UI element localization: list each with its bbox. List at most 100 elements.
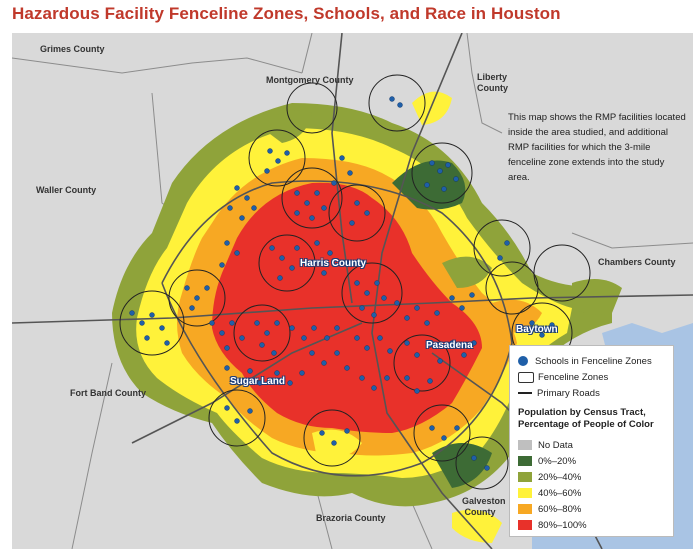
map-title: Hazardous Facility Fenceline Zones, Scho…	[12, 4, 561, 23]
school-dot	[284, 150, 290, 156]
school-dot	[304, 200, 310, 206]
school-dot	[441, 435, 447, 441]
school-dot	[309, 350, 315, 356]
school-dot	[404, 315, 410, 321]
school-dot	[441, 186, 447, 192]
county-label-fortbend: Fort Band County	[70, 388, 146, 398]
school-dot	[314, 240, 320, 246]
school-dot	[321, 270, 327, 276]
school-dot	[414, 305, 420, 311]
legend-roads: Primary Roads	[518, 387, 600, 399]
legend-class-3: 40%–60%	[518, 487, 581, 499]
county-label-montgomery: Montgomery County	[266, 75, 354, 85]
school-dot	[144, 335, 150, 341]
school-dot	[219, 262, 225, 268]
school-dot	[129, 310, 135, 316]
school-dot	[149, 312, 155, 318]
swatch-icon	[518, 456, 532, 466]
county-label-galveston: Galveston County	[462, 496, 506, 517]
school-dot	[404, 375, 410, 381]
school-dot	[331, 180, 337, 186]
school-dot	[347, 170, 353, 176]
school-dot	[471, 455, 477, 461]
school-dot	[247, 408, 253, 414]
school-dot	[219, 330, 225, 336]
school-dot	[504, 240, 510, 246]
school-dot	[209, 320, 215, 326]
school-dot	[427, 378, 433, 384]
school-dot	[264, 168, 270, 174]
school-dot	[364, 210, 370, 216]
school-dot	[471, 340, 477, 346]
school-dot	[359, 375, 365, 381]
school-dot	[459, 305, 465, 311]
school-dot	[384, 375, 390, 381]
school-dot	[484, 465, 490, 471]
school-dot	[377, 335, 383, 341]
school-dot	[549, 322, 555, 328]
school-dot	[301, 335, 307, 341]
legend-zones-label: Fenceline Zones	[538, 371, 609, 383]
school-dot	[324, 335, 330, 341]
legend-roads-label: Primary Roads	[537, 387, 600, 399]
school-dot	[247, 368, 253, 374]
school-dot	[364, 290, 370, 296]
school-dot	[354, 280, 360, 286]
swatch-icon	[518, 472, 532, 482]
legend-class-label: No Data	[538, 439, 573, 451]
school-dot	[327, 250, 333, 256]
fenceline-zone-icon	[518, 371, 534, 383]
school-dot	[294, 210, 300, 216]
school-dot	[164, 340, 170, 346]
school-dot	[224, 240, 230, 246]
city-label-pasadena: Pasadena	[426, 340, 473, 351]
school-dot	[387, 348, 393, 354]
school-dot	[497, 255, 503, 261]
school-dot	[321, 360, 327, 366]
legend-schools: Schools in Fenceline Zones	[518, 355, 652, 367]
school-dot	[139, 320, 145, 326]
school-dot	[529, 320, 535, 326]
school-dot	[339, 155, 345, 161]
school-dot	[299, 370, 305, 376]
school-dot	[364, 345, 370, 351]
legend-class-label: 80%–100%	[538, 519, 587, 531]
county-label-liberty: Liberty County	[477, 72, 508, 93]
school-dot	[259, 342, 265, 348]
school-dot	[264, 330, 270, 336]
school-dot	[289, 325, 295, 331]
school-dot	[277, 275, 283, 281]
legend-class-label: 40%–60%	[538, 487, 582, 499]
legend-class-4: 60%–80%	[518, 503, 581, 515]
school-dot	[189, 305, 195, 311]
school-dot	[224, 365, 230, 371]
legend-class-5: 80%–100%	[518, 519, 587, 531]
school-dot	[424, 182, 430, 188]
legend-class-label: 20%–40%	[538, 471, 582, 483]
school-dot	[257, 380, 263, 386]
school-dot	[244, 195, 250, 201]
school-dot	[389, 96, 395, 102]
school-dot	[309, 215, 315, 221]
county-label-chambers: Chambers County	[598, 257, 676, 267]
school-dot	[394, 300, 400, 306]
school-dot	[224, 345, 230, 351]
school-dot	[234, 185, 240, 191]
school-dot	[434, 310, 440, 316]
school-dot	[319, 430, 325, 436]
school-dot	[334, 350, 340, 356]
legend-class-label: 60%–80%	[538, 503, 582, 515]
legend-class-2: 20%–40%	[518, 471, 581, 483]
school-dot	[344, 365, 350, 371]
legend-class-0: No Data	[518, 439, 573, 451]
school-dot	[404, 340, 410, 346]
school-dots	[129, 96, 555, 471]
school-dot	[449, 295, 455, 301]
school-dot	[267, 148, 273, 154]
school-dot	[321, 205, 327, 211]
school-dot	[381, 295, 387, 301]
swatch-icon	[518, 520, 532, 530]
school-dot	[454, 425, 460, 431]
city-label-sugarland: Sugar Land	[230, 376, 286, 387]
school-dot	[339, 260, 345, 266]
